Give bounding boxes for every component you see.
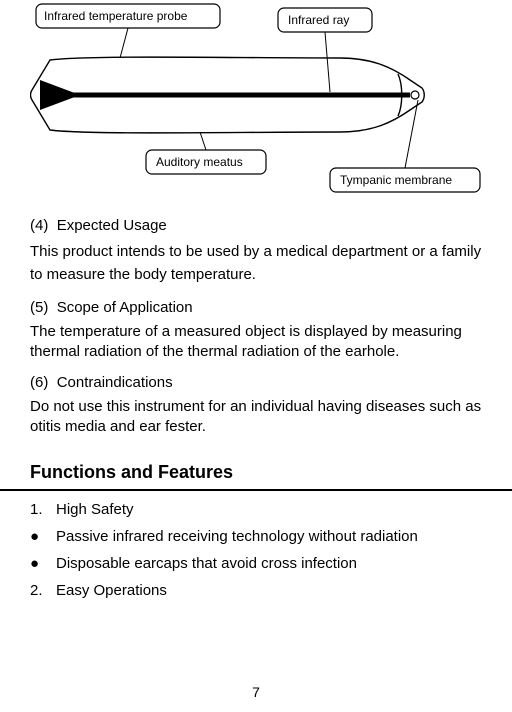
page-number: 7: [0, 684, 512, 700]
section: (6) Contraindications Do not use this ins…: [30, 374, 482, 438]
list-item: ●Disposable earcaps that avoid cross inf…: [30, 555, 482, 572]
section-number: (4): [30, 217, 48, 234]
section-body: The temperature of a measured object is …: [30, 322, 482, 363]
section-title-text: Scope of Application: [57, 299, 193, 316]
callout-meatus: Auditory meatus: [146, 132, 266, 174]
section-title: (6) Contraindications: [30, 374, 482, 391]
list-text: Easy Operations: [56, 582, 167, 599]
callout-probe: Infrared temperature probe: [36, 4, 220, 58]
section: (4) Expected Usage This product intends t…: [30, 217, 482, 287]
section-number: (6): [30, 374, 48, 391]
section-number: (5): [30, 299, 48, 316]
list-marker: 2.: [30, 582, 56, 599]
list-text: Disposable earcaps that avoid cross infe…: [56, 555, 357, 572]
list-marker: ●: [30, 555, 56, 572]
list-marker: ●: [30, 528, 56, 545]
functions-heading: Functions and Features: [30, 462, 482, 485]
callout-membrane-label: Tympanic membrane: [340, 173, 452, 187]
list-item: 1.High Safety: [30, 501, 482, 518]
sections-container: (4) Expected Usage This product intends t…: [30, 217, 482, 438]
callout-ray: Infrared ray: [278, 8, 372, 92]
list-item: 2.Easy Operations: [30, 582, 482, 599]
section-title: (4) Expected Usage: [30, 217, 482, 234]
callout-probe-label: Infrared temperature probe: [44, 9, 188, 23]
callout-ray-label: Infrared ray: [288, 13, 349, 27]
list-text: Passive infrared receiving technology wi…: [56, 528, 418, 545]
section-body: This product intends to be used by a med…: [30, 240, 482, 287]
section: (5) Scope of Application The temperature …: [30, 299, 482, 363]
list-marker: 1.: [30, 501, 56, 518]
callout-meatus-label: Auditory meatus: [156, 155, 243, 169]
list-item: ●Passive infrared receiving technology w…: [30, 528, 482, 545]
heading-rule: [0, 489, 512, 491]
page: Infrared temperature probe Infrared ray …: [0, 0, 512, 712]
list-text: High Safety: [56, 501, 134, 518]
section-title: (5) Scope of Application: [30, 299, 482, 316]
section-title-text: Contraindications: [57, 374, 173, 391]
section-title-text: Expected Usage: [57, 217, 167, 234]
ear-thermometer-diagram: Infrared temperature probe Infrared ray …: [30, 0, 482, 200]
section-body: Do not use this instrument for an indivi…: [30, 397, 482, 438]
sensor-icon: [411, 91, 419, 99]
feature-list: 1.High Safety●Passive infrared receiving…: [30, 501, 482, 599]
